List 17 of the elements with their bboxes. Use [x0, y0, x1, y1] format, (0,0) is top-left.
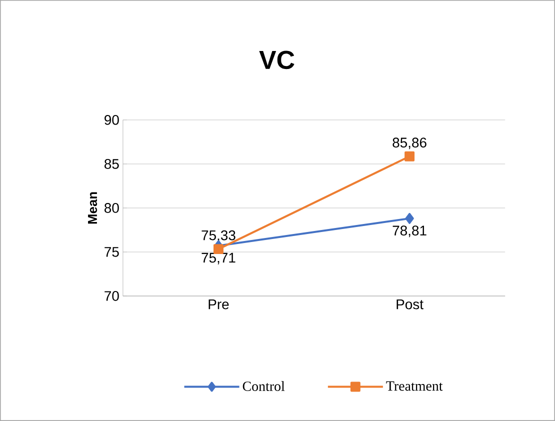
legend-label: Control [242, 381, 285, 392]
data-label: 85,86 [392, 138, 426, 150]
data-label: 78,81 [392, 226, 426, 238]
y-tick-label: 90 [104, 115, 119, 125]
data-label: 75,71 [202, 252, 236, 264]
x-tick-label: Post [396, 300, 424, 310]
point [405, 212, 414, 224]
y-tick-label: 80 [104, 203, 119, 213]
legend-label: Treatment [386, 381, 443, 391]
chart-title: VC [259, 50, 294, 70]
y-tick-label: 85 [104, 159, 119, 169]
point [404, 151, 415, 162]
y-tick-label: 75 [104, 247, 119, 257]
y-axis-title: Mean [88, 192, 98, 224]
x-tick-label: Pre [208, 300, 229, 310]
data-label: 75,33 [202, 230, 236, 242]
y-tick-label: 70 [104, 291, 119, 301]
